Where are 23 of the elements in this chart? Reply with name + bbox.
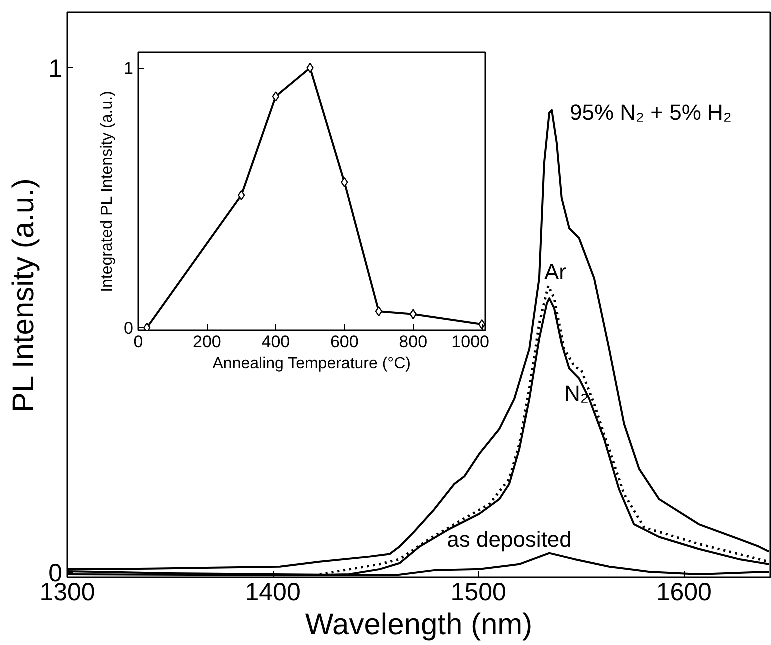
x-tick-label: 600 <box>330 332 359 352</box>
x-tick-label: 1500 <box>450 578 506 606</box>
x-axis-title: Annealing Temperature (°C) <box>212 356 411 372</box>
x-tick-label: 1400 <box>245 578 301 606</box>
point <box>238 190 246 200</box>
series-label: 95% N₂ + 5% H₂ <box>570 100 732 125</box>
y-axis-title: Integrated PL Intensity (a.u.) <box>99 91 116 292</box>
series-label: N₂ <box>564 381 589 406</box>
point <box>410 309 417 320</box>
x-axis-title: Wavelength (nm) <box>305 608 533 642</box>
y-tick-label: 1 <box>48 54 62 83</box>
point <box>375 306 383 317</box>
x-tick-label: 400 <box>262 332 290 352</box>
x-tick-label: 1000 <box>452 332 490 352</box>
point <box>143 322 151 330</box>
x-tick-label: 1600 <box>656 578 712 606</box>
series-label: Ar <box>544 259 566 284</box>
y-axis-title: PL Intensity (a.u.) <box>8 178 41 413</box>
x-tick-label: 800 <box>399 332 428 352</box>
point <box>272 92 280 102</box>
y-tick-label: 1 <box>124 59 134 78</box>
x-tick-label: 200 <box>193 332 222 352</box>
series-label: as deposited <box>447 526 572 552</box>
